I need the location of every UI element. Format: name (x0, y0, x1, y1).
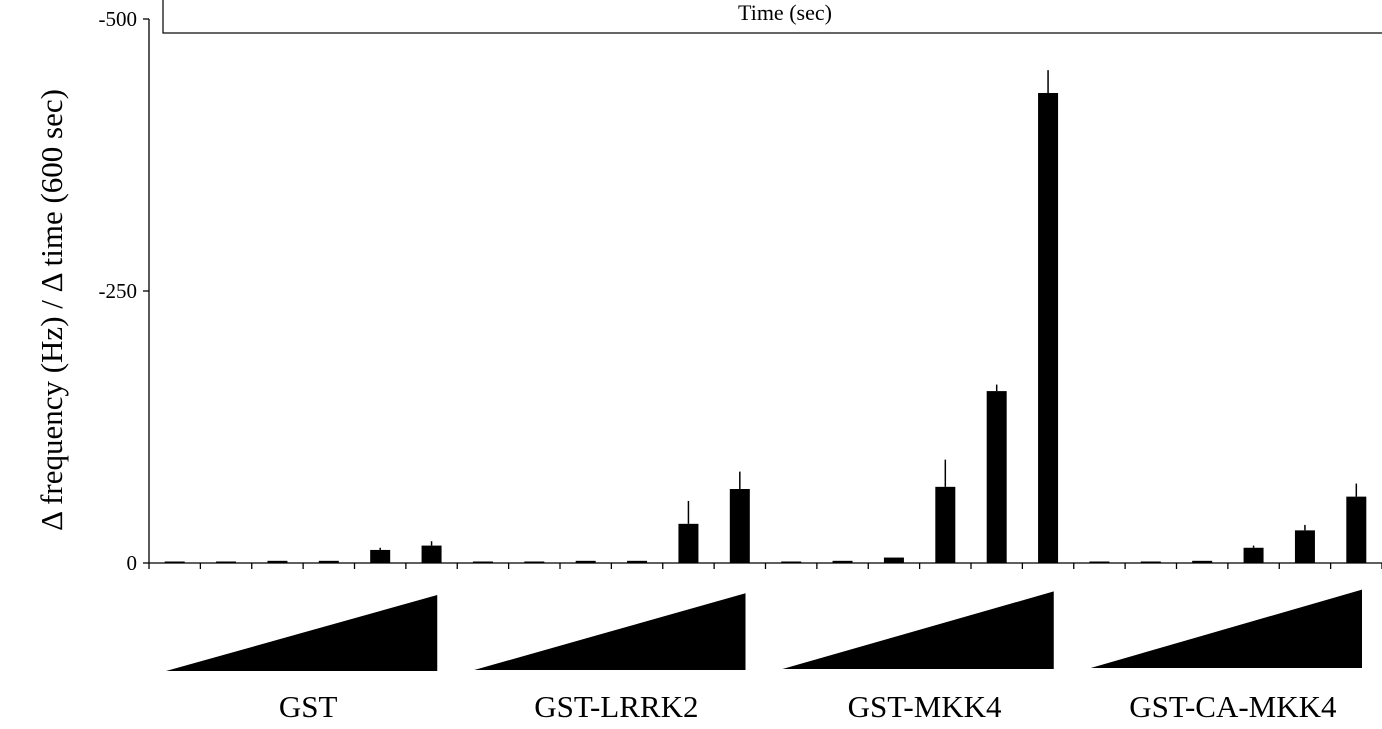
bar (1140, 561, 1161, 563)
bar (1038, 92, 1059, 563)
bar (575, 560, 596, 563)
bar (729, 489, 750, 563)
bar (164, 561, 185, 563)
y-tick-label: 0 (127, 551, 138, 575)
inset-plot-frame (162, 0, 1382, 34)
bar (524, 561, 545, 563)
inset-axis-label: Time (sec) (738, 0, 832, 25)
bar (370, 549, 391, 563)
concentration-ramp (474, 593, 746, 670)
bar (832, 560, 853, 563)
concentration-ramps (166, 589, 1362, 671)
group-label: GST-CA-MKK4 (1129, 689, 1337, 724)
bar (627, 560, 648, 563)
concentration-ramp (166, 595, 438, 671)
bar (678, 523, 699, 563)
bar (421, 545, 442, 563)
bar (1089, 561, 1110, 563)
concentration-ramp (782, 591, 1054, 669)
group-labels: GST GST-LRRK2 GST-MKK4 GST-CA-MKK4 (279, 689, 1337, 724)
bar (1346, 496, 1367, 563)
group-label: GST (279, 689, 338, 724)
bar (883, 557, 904, 563)
bar (935, 486, 956, 563)
bars (164, 70, 1367, 563)
bar (318, 560, 339, 563)
y-tick-label: -500 (99, 7, 138, 31)
concentration-ramp (1090, 589, 1362, 668)
x-axis-ticks (148, 563, 1382, 569)
y-tick-label: -250 (99, 279, 138, 303)
bar (267, 560, 288, 563)
bar (216, 561, 237, 563)
bar (781, 561, 802, 563)
group-label: GST-LRRK2 (534, 689, 698, 724)
bar (986, 391, 1007, 563)
bar (1192, 560, 1213, 563)
group-label: GST-MKK4 (848, 689, 1002, 724)
bar (1294, 530, 1315, 563)
y-axis-label: Δ frequency (Hz) / Δ time (600 sec) (34, 89, 69, 531)
bar (472, 561, 493, 563)
bar (1243, 547, 1264, 563)
y-axis-ticks: 0 -250 -500 (99, 7, 149, 575)
